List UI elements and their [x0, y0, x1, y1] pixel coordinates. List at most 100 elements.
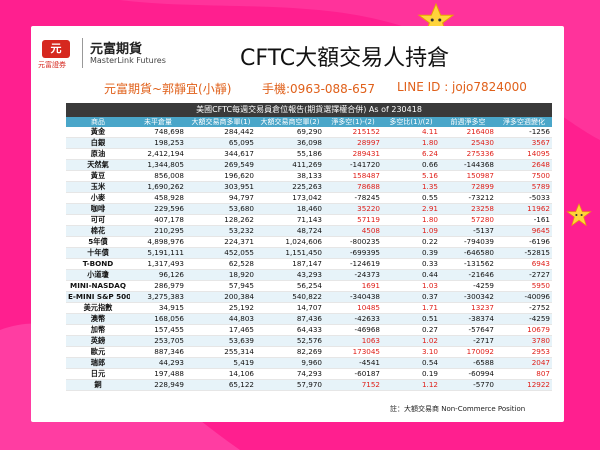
- table-cell: 198,253: [130, 137, 186, 149]
- table-cell: 5,419: [186, 357, 256, 369]
- table-cell: 9645: [496, 225, 552, 237]
- column-header: 大額交易商多單(1): [186, 117, 256, 127]
- table-cell: 9,960: [256, 357, 324, 369]
- table-cell: 10485: [324, 302, 382, 314]
- table-cell: 289431: [324, 148, 382, 160]
- table-cell: 215152: [324, 127, 382, 138]
- table-cell: 14,106: [186, 368, 256, 380]
- table-cell: 275336: [440, 148, 496, 160]
- table-cell: 1,344,805: [130, 159, 186, 171]
- table-cell: 128,262: [186, 214, 256, 226]
- commodity-name: 小麥: [66, 192, 130, 204]
- table-cell: 253,705: [130, 335, 186, 347]
- table-cell: -161: [496, 214, 552, 226]
- column-header: 商品: [66, 117, 130, 127]
- table-cell: 187,147: [256, 258, 324, 270]
- table-cell: 7152: [324, 379, 382, 391]
- table-row: 可可 407,178 128,262 71,143 57119 1.80 57280 -161: [66, 214, 552, 226]
- table-row: 棉花 210,295 53,232 48,724 4508 1.09 -5137 9645: [66, 225, 552, 237]
- contact-phone: 手機:0963-088-657: [262, 82, 376, 96]
- table-cell: 1.09: [382, 225, 440, 237]
- brand-name-en: MasterLink Futures: [90, 56, 166, 65]
- column-header: 淨多空(1)-(2): [324, 117, 382, 127]
- table-cell: -800235: [324, 236, 382, 248]
- table-cell: 1063: [324, 335, 382, 347]
- cftc-table: 美國CFTC每週交易員倉位報告(期貨選擇權合併) As of 230418 商品…: [66, 103, 552, 391]
- table-cell: 34,915: [130, 302, 186, 314]
- commodity-name: 小道瓊: [66, 269, 130, 281]
- table-cell: 0.33: [382, 258, 440, 270]
- table-cell: 1.03: [382, 280, 440, 292]
- table-cell: 0.39: [382, 247, 440, 259]
- table-cell: 65,095: [186, 137, 256, 149]
- table-cell: -6196: [496, 236, 552, 248]
- contact-line: LINE ID : jojo7824000: [397, 80, 527, 94]
- commodity-name: 日元: [66, 368, 130, 380]
- table-cell: 173045: [324, 346, 382, 358]
- table-cell: -60187: [324, 368, 382, 380]
- table-cell: 96,126: [130, 269, 186, 281]
- star-icon: [566, 203, 592, 227]
- table-cell: 56,254: [256, 280, 324, 292]
- table-cell: 748,698: [130, 127, 186, 138]
- table-cell: 3,275,383: [130, 291, 186, 303]
- table-cell: -646580: [440, 247, 496, 259]
- table-title: 美國CFTC每週交易員倉位報告(期貨選擇權合併) As of 230418: [66, 103, 552, 117]
- table-cell: 36,098: [256, 137, 324, 149]
- table-cell: 48,724: [256, 225, 324, 237]
- commodity-name: 可可: [66, 214, 130, 226]
- commodity-name: 天然氣: [66, 159, 130, 171]
- table-cell: 4.11: [382, 127, 440, 138]
- table-row: 加幣 157,455 17,465 64,433 -46968 0.27 -57647 106…: [66, 324, 552, 336]
- table-cell: 12922: [496, 379, 552, 391]
- table-cell: -73212: [440, 192, 496, 204]
- table-cell: 196,620: [186, 170, 256, 182]
- commodity-name: 銅: [66, 379, 130, 391]
- table-cell: -340438: [324, 291, 382, 303]
- table-cell: 23258: [440, 203, 496, 215]
- table-cell: 38,133: [256, 170, 324, 182]
- table-cell: 225,263: [256, 181, 324, 193]
- table-row: T-BOND 1,317,493 62,528 187,147 -124619 0.33-…: [66, 258, 552, 270]
- table-cell: 1.71: [382, 302, 440, 314]
- table-cell: 57,945: [186, 280, 256, 292]
- table-cell: -21646: [440, 269, 496, 281]
- table-cell: 11962: [496, 203, 552, 215]
- commodity-name: 原油: [66, 148, 130, 160]
- table-cell: 2953: [496, 346, 552, 358]
- contact-name: 元富期貨~郭靜宜(小靜): [104, 82, 232, 96]
- table-cell: 1,317,493: [130, 258, 186, 270]
- table-cell: -40096: [496, 291, 552, 303]
- table-cell: 407,178: [130, 214, 186, 226]
- table-cell: -4541: [324, 357, 382, 369]
- table-cell: -52815: [496, 247, 552, 259]
- table-cell: 216408: [440, 127, 496, 138]
- column-header: 多空比(1)/(2): [382, 117, 440, 127]
- table-cell: 2047: [496, 357, 552, 369]
- table-row: 天然氣 1,344,805 269,549 411,269 -141720 0.66 -14…: [66, 159, 552, 171]
- table-row: E-MINI S&P 500 3,275,383 200,384 540,822 -34…: [66, 291, 552, 303]
- table-cell: 18,920: [186, 269, 256, 281]
- table-cell: 150987: [440, 170, 496, 182]
- table-cell: 1.80: [382, 214, 440, 226]
- table-cell: 173,042: [256, 192, 324, 204]
- table-cell: -144368: [440, 159, 496, 171]
- table-cell: 0.51: [382, 313, 440, 325]
- table-cell: 17,465: [186, 324, 256, 336]
- table-cell: 6.24: [382, 148, 440, 160]
- table-cell: 25430: [440, 137, 496, 149]
- table-cell: -124619: [324, 258, 382, 270]
- commodity-name: 5年債: [66, 236, 130, 248]
- table-cell: 452,055: [186, 247, 256, 259]
- table-cell: 65,122: [186, 379, 256, 391]
- table-cell: 210,295: [130, 225, 186, 237]
- table-cell: 3567: [496, 137, 552, 149]
- table-cell: 10679: [496, 324, 552, 336]
- commodity-name: 英鎊: [66, 335, 130, 347]
- table-cell: 57119: [324, 214, 382, 226]
- commodity-name: 棉花: [66, 225, 130, 237]
- table-cell: 0.44: [382, 269, 440, 281]
- table-cell: -46968: [324, 324, 382, 336]
- table-cell: 3780: [496, 335, 552, 347]
- table-cell: -42633: [324, 313, 382, 325]
